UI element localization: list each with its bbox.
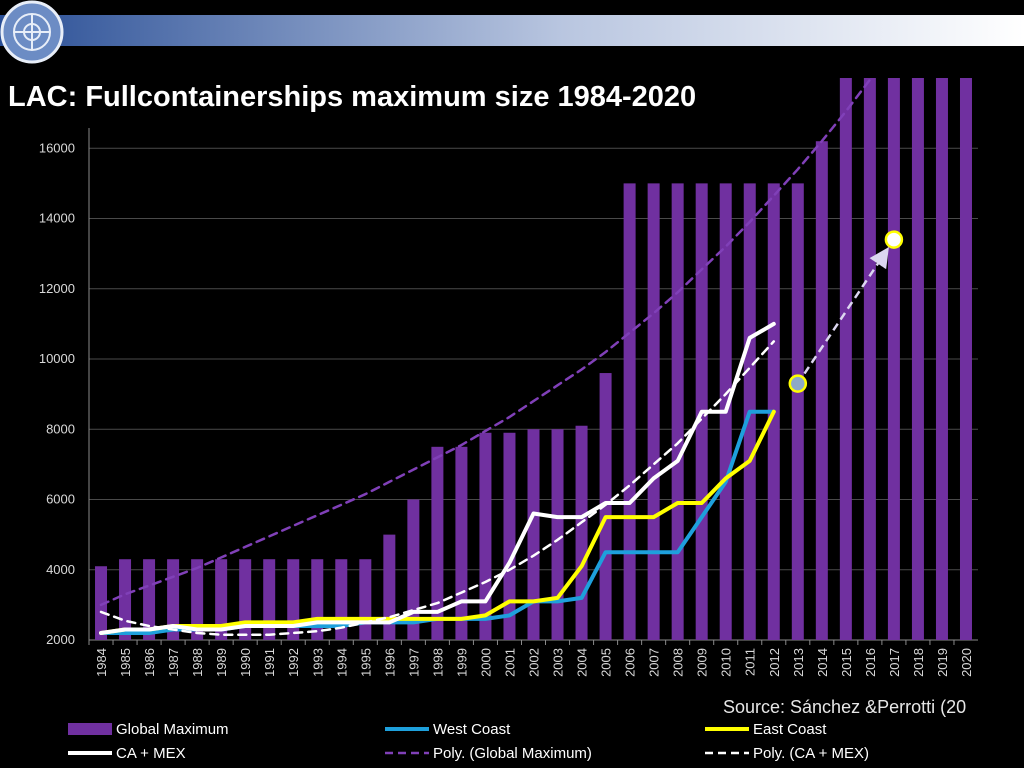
x-tick-label: 1995 xyxy=(358,648,373,677)
bar xyxy=(431,446,444,640)
x-tick-label: 1996 xyxy=(382,648,397,677)
x-tick-label: 2001 xyxy=(502,648,517,677)
x-tick-label: 1990 xyxy=(238,648,253,677)
bar xyxy=(263,559,276,640)
x-tick-label: 1994 xyxy=(334,648,349,677)
x-tick-label: 2015 xyxy=(839,648,854,677)
bar xyxy=(887,78,900,640)
bar xyxy=(455,446,468,640)
legend-swatch xyxy=(68,723,112,735)
bar xyxy=(527,429,540,640)
x-tick-label: 2005 xyxy=(599,648,614,677)
bar xyxy=(791,183,804,640)
bar xyxy=(959,78,972,640)
x-tick-label: 2002 xyxy=(527,648,542,677)
projection-arrow xyxy=(803,247,889,375)
line xyxy=(99,321,776,635)
x-tick-label: 1985 xyxy=(118,648,133,677)
y-tick-label: 8000 xyxy=(46,421,75,436)
x-tick-label: 2008 xyxy=(671,648,686,677)
header-band xyxy=(0,15,1024,46)
legend-label: East Coast xyxy=(753,721,827,738)
bar xyxy=(575,425,588,640)
x-tick-label: 2019 xyxy=(935,648,950,677)
bar xyxy=(407,499,420,640)
x-tick-label: 2017 xyxy=(887,648,902,677)
x-tick-label: 2004 xyxy=(575,648,590,677)
projection-point xyxy=(788,374,808,393)
x-tick-label: 1984 xyxy=(94,648,109,677)
title: LAC: Fullcontainerships maximum size 198… xyxy=(8,81,696,113)
logo xyxy=(0,0,64,64)
x-tick-label: 2016 xyxy=(863,648,878,677)
y-tick-label: 16000 xyxy=(39,140,75,155)
legend-label: Poly. (Global Maximum) xyxy=(433,745,592,762)
x-tick-label: 1987 xyxy=(166,648,181,677)
bar xyxy=(671,183,684,640)
bar xyxy=(839,78,852,640)
x-tick-label: 1993 xyxy=(310,648,325,677)
x-tick-label: 2007 xyxy=(647,648,662,677)
bar xyxy=(647,183,660,640)
x-tick-label: 1986 xyxy=(142,648,157,677)
projection-point xyxy=(884,230,904,249)
legend-label: Global Maximum xyxy=(116,721,229,738)
bar xyxy=(815,141,828,640)
bar xyxy=(599,373,612,640)
y-tick-label: 10000 xyxy=(39,351,75,366)
trend-line xyxy=(99,78,872,607)
bar xyxy=(143,559,156,640)
bar xyxy=(479,432,492,640)
x-tick-label: 2014 xyxy=(815,648,830,677)
bar xyxy=(215,559,228,640)
bar xyxy=(359,559,372,640)
x-tick-label: 2000 xyxy=(478,648,493,677)
source: Source: Sánchez &Perrotti (20 xyxy=(723,697,966,717)
bar xyxy=(911,78,924,640)
x-tick-label: 1998 xyxy=(430,648,445,677)
legend-label: West Coast xyxy=(433,721,511,738)
x-tick-label: 2003 xyxy=(551,648,566,677)
x-tick-label: 1989 xyxy=(214,648,229,677)
legend-label: Poly. (CA + MEX) xyxy=(753,745,869,762)
bar xyxy=(935,78,948,640)
y-tick-label: 2000 xyxy=(46,632,75,647)
bar xyxy=(95,566,108,640)
bar xyxy=(287,559,300,640)
bar xyxy=(167,559,180,640)
title-box xyxy=(0,68,828,128)
bar xyxy=(503,432,516,640)
x-tick-label: 1992 xyxy=(286,648,301,677)
x-tick-label: 1997 xyxy=(406,648,421,677)
y-tick-label: 4000 xyxy=(46,562,75,577)
y-tick-label: 14000 xyxy=(39,211,75,226)
bar xyxy=(863,78,876,640)
x-tick-label: 1988 xyxy=(190,648,205,677)
x-tick-label: 2011 xyxy=(743,648,758,676)
x-tick-label: 2013 xyxy=(791,648,806,677)
x-tick-label: 2006 xyxy=(623,648,638,677)
bar xyxy=(551,429,564,640)
bar xyxy=(239,559,252,640)
x-tick-label: 1999 xyxy=(454,648,469,677)
trend-line xyxy=(99,340,776,636)
x-tick-label: 2018 xyxy=(911,648,926,677)
x-tick-label: 2010 xyxy=(719,648,734,677)
line xyxy=(99,409,776,635)
bar xyxy=(383,534,396,640)
x-tick-label: 2012 xyxy=(767,648,782,677)
y-tick-label: 6000 xyxy=(46,492,75,507)
bar xyxy=(191,559,204,640)
x-tick-label: 2020 xyxy=(959,648,974,677)
legend-label: CA + MEX xyxy=(116,745,186,762)
bar xyxy=(623,183,636,640)
y-tick-label: 12000 xyxy=(39,281,75,296)
x-tick-label: 1991 xyxy=(262,648,277,677)
x-tick-label: 2009 xyxy=(695,648,710,677)
